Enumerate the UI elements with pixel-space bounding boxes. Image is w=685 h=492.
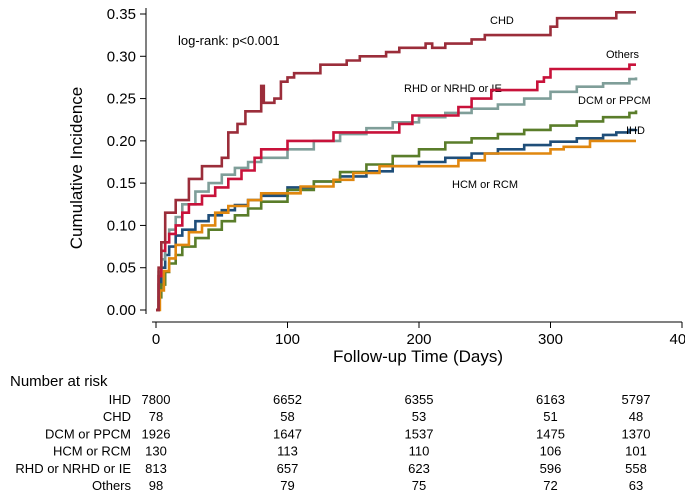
risk-cell: 78	[149, 409, 163, 424]
x-axis-title: Follow-up Time (Days)	[333, 347, 503, 366]
risk-table-title: Number at risk	[10, 373, 108, 390]
series-line-chd	[156, 11, 636, 312]
risk-cell: 657	[277, 461, 299, 476]
x-tick-label: 200	[406, 331, 431, 348]
risk-cell: 63	[629, 478, 643, 492]
series-label-others: Others	[606, 49, 640, 61]
risk-cell: 130	[145, 444, 167, 459]
y-tick-label: 0.20	[107, 133, 136, 150]
x-tick-label: 300	[538, 331, 563, 348]
risk-cell: 6652	[273, 392, 302, 407]
series-label-hcm-or-rcm: HCM or RCM	[452, 179, 518, 191]
risk-cell: 813	[145, 461, 167, 476]
y-tick-label: 0.30	[107, 48, 136, 65]
series-line-hcm-or-rcm	[156, 139, 636, 312]
risk-cell: 79	[280, 478, 294, 492]
risk-cell: 101	[625, 444, 647, 459]
risk-cell: 98	[149, 478, 163, 492]
log-rank-annotation: log-rank: p<0.001	[178, 33, 280, 48]
risk-row-label: HCM or RCM	[53, 444, 131, 459]
risk-cell: 1370	[622, 426, 651, 441]
risk-cell: 106	[540, 444, 562, 459]
risk-row-label: CHD	[103, 409, 131, 424]
y-axis-title: Cumulative Incidence	[67, 87, 86, 250]
risk-cell: 596	[540, 461, 562, 476]
risk-row-label: RHD or NRHD or IE	[15, 461, 131, 476]
risk-cell: 1926	[142, 426, 171, 441]
series-line-others	[156, 63, 636, 312]
risk-cell: 558	[625, 461, 647, 476]
y-tick-label: 0.15	[107, 175, 136, 192]
risk-cell: 58	[280, 409, 294, 424]
y-tick-label: 0.05	[107, 260, 136, 277]
series-line-rhd-or-nrhd-or-ie	[156, 77, 638, 312]
risk-cell: 51	[543, 409, 557, 424]
risk-table: IHD 7800 6652 6355 6163 5797 CHD 78 58 53 51 48 DCM …	[15, 392, 650, 492]
risk-cell: 72	[543, 478, 557, 492]
y-tick-label: 0.00	[107, 302, 136, 319]
x-tick-label: 0	[152, 331, 160, 348]
risk-row-label: DCM or PPCM	[45, 426, 131, 441]
series-label-rhd-or-nrhd-or-ie: RHD or NRHD or IE	[404, 83, 502, 95]
risk-cell: 623	[408, 461, 430, 476]
series-line-dcm-or-ppcm	[156, 110, 638, 312]
risk-cell: 53	[412, 409, 426, 424]
risk-cell: 5797	[622, 392, 651, 407]
risk-row-label: Others	[92, 478, 132, 492]
risk-cell: 75	[412, 478, 426, 492]
series-label-dcm-or-ppcm: DCM or PPCM	[578, 95, 651, 107]
risk-cell: 1537	[405, 426, 434, 441]
risk-cell: 1647	[273, 426, 302, 441]
risk-cell: 110	[409, 444, 430, 459]
risk-cell: 48	[629, 409, 643, 424]
risk-cell: 113	[277, 444, 298, 459]
risk-row-label: IHD	[109, 392, 131, 407]
y-tick-label: 0.25	[107, 91, 136, 108]
risk-cell: 7800	[142, 392, 171, 407]
y-tick-label: 0.10	[107, 217, 136, 234]
risk-cell: 6355	[405, 392, 434, 407]
series-label-ihd: IHD	[626, 125, 645, 137]
x-tick-label: 400	[669, 331, 685, 348]
y-tick-label: 0.35	[107, 6, 136, 23]
risk-cell: 1475	[536, 426, 565, 441]
x-tick-label: 100	[275, 331, 300, 348]
risk-cell: 6163	[536, 392, 565, 407]
plot-area: 0.00 0.05 0.10 0.15 0.20 0.25 0.30 0.35 0 100 200 3…	[107, 6, 685, 348]
series-label-chd: CHD	[490, 15, 514, 27]
